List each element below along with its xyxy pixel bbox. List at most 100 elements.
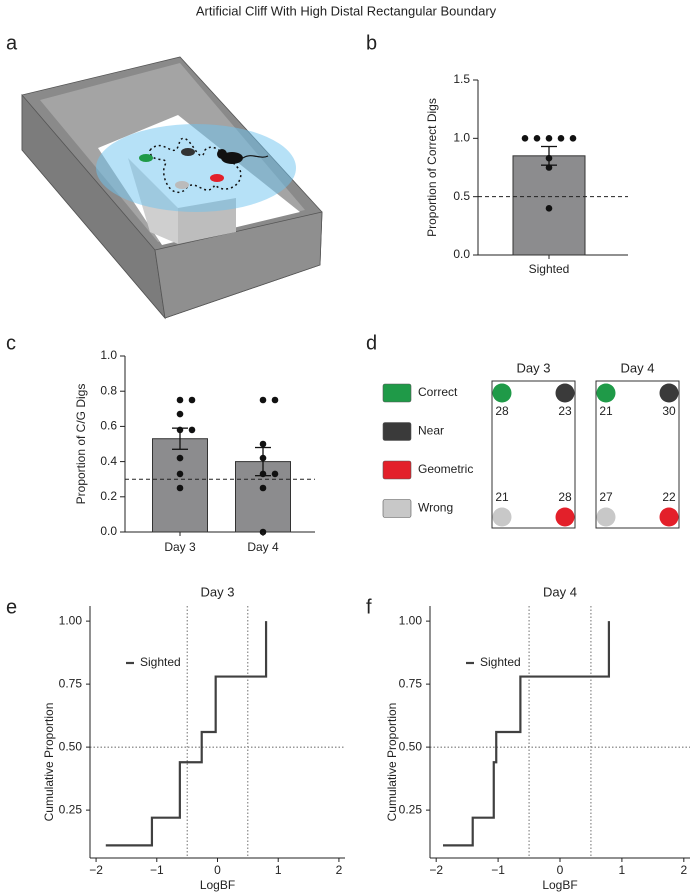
x-tick-label: 2 (336, 863, 343, 877)
panel-label: b (366, 32, 377, 54)
x-tick-label: 1 (619, 863, 626, 877)
dig-count: 30 (662, 404, 676, 418)
y-axis-label: Cumulative Proportion (385, 703, 399, 822)
data-point (188, 396, 196, 404)
y-tick-label: 0.0 (100, 524, 117, 538)
data-point (545, 135, 553, 142)
data-point (521, 135, 529, 142)
data-point (176, 470, 184, 478)
location-marker (555, 383, 575, 403)
arena-box (595, 380, 680, 529)
dig-count: 21 (495, 490, 509, 504)
x-tick-label: −1 (491, 863, 505, 877)
y-tick-label: 1.00 (399, 613, 423, 627)
x-tick-label: Day 4 (247, 540, 279, 554)
location-marker (659, 383, 679, 403)
data-point (259, 484, 267, 492)
day-title: Day 3 (517, 360, 551, 375)
x-tick-label: 0 (557, 863, 564, 877)
x-tick-label: −2 (429, 863, 443, 877)
data-point (259, 440, 267, 448)
y-tick-label: 0.0 (453, 247, 470, 261)
location-marker (555, 507, 575, 527)
data-point (271, 470, 279, 478)
data-point (545, 205, 553, 212)
y-tick-label: 0.75 (399, 676, 423, 690)
y-tick-label: 0.50 (59, 739, 83, 753)
x-axis-label: LogBF (200, 878, 235, 892)
data-point (176, 396, 184, 404)
panel-label: c (6, 332, 16, 354)
legend-label: Near (418, 424, 444, 438)
step-line (443, 621, 611, 847)
data-point (176, 426, 184, 434)
arena-illustration (21, 56, 323, 320)
figure-title: Artificial Cliff With High Distal Rectan… (196, 3, 497, 18)
legend-label: Wrong (418, 501, 453, 515)
chart-title: Day 3 (201, 584, 235, 599)
legend-swatch (382, 422, 412, 441)
data-point (259, 470, 267, 478)
y-tick-label: 0.6 (100, 419, 117, 433)
legend-label: Sighted (480, 655, 521, 669)
x-tick-label: Sighted (529, 262, 570, 276)
data-point (533, 135, 541, 142)
legend-swatch (382, 383, 412, 403)
x-tick-label: Day 3 (164, 540, 196, 554)
x-tick-label: −2 (89, 863, 103, 877)
y-tick-label: 1.5 (453, 72, 470, 86)
data-point (176, 454, 184, 462)
y-tick-label: 0.5 (453, 189, 470, 203)
dig-count: 28 (495, 404, 509, 418)
panel-label: d (366, 332, 377, 354)
x-tick-label: −1 (150, 863, 164, 877)
dig-count: 28 (558, 490, 572, 504)
x-tick-label: 2 (680, 863, 687, 877)
panel-label: f (366, 596, 372, 618)
x-tick-label: 1 (275, 863, 282, 877)
data-point (259, 454, 267, 462)
y-tick-label: 0.25 (59, 802, 83, 816)
dig-count: 27 (599, 490, 613, 504)
x-tick-label: 0 (214, 863, 221, 877)
y-tick-label: 0.50 (399, 739, 423, 753)
location-marker (492, 383, 512, 403)
dig-count: 23 (558, 404, 572, 418)
arena-box (491, 380, 576, 529)
chart-title: Day 4 (543, 584, 577, 599)
legend-label: Correct (418, 385, 458, 399)
legend-swatch (382, 499, 412, 518)
panel-label: a (6, 32, 18, 54)
y-axis-label: Cumulative Proportion (42, 703, 56, 822)
data-point (259, 396, 267, 404)
dig-count: 22 (662, 490, 676, 504)
legend-label: Sighted (140, 655, 181, 669)
location-marker (596, 383, 616, 403)
data-point (545, 164, 553, 171)
y-tick-label: 1.0 (100, 348, 117, 362)
dig-count: 21 (599, 404, 613, 418)
data-point (545, 154, 553, 162)
y-axis-label: Proportion of Correct Digs (425, 98, 439, 237)
y-tick-label: 1.00 (59, 613, 83, 627)
y-tick-label: 1.0 (453, 131, 470, 145)
data-point (188, 426, 196, 434)
x-axis-label: LogBF (542, 878, 577, 892)
day-title: Day 4 (621, 360, 655, 375)
step-line (105, 621, 268, 847)
y-axis-label: Proportion of C/G Digs (74, 384, 88, 505)
y-tick-label: 0.75 (59, 676, 83, 690)
y-tick-label: 0.4 (100, 454, 117, 468)
data-point (569, 135, 577, 142)
panel-label: e (6, 596, 17, 618)
data-point (176, 410, 184, 418)
data-point (176, 484, 184, 492)
location-marker (492, 507, 512, 527)
data-point (271, 396, 279, 404)
location-marker (659, 507, 679, 527)
legend-label: Geometric (418, 462, 473, 476)
location-marker (596, 507, 616, 527)
data-point (557, 135, 565, 142)
legend-swatch (382, 460, 412, 480)
